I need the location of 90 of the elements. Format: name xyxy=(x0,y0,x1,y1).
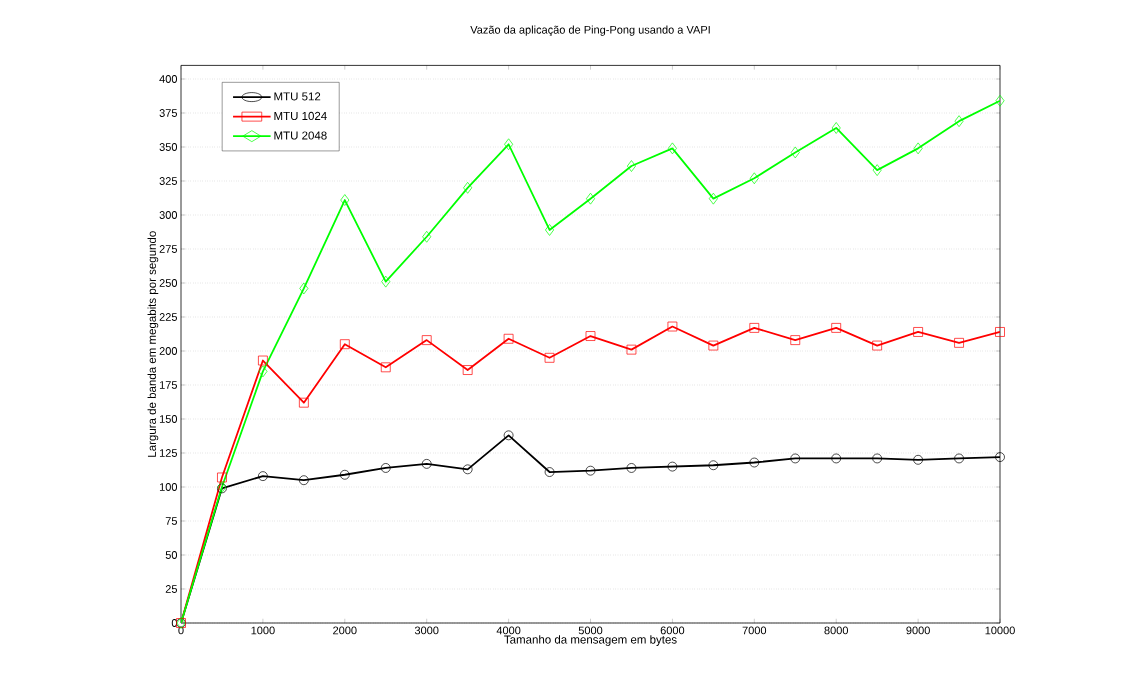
point xyxy=(421,335,432,345)
point xyxy=(462,365,473,375)
point xyxy=(299,475,309,486)
legend-label: MTU 1024 xyxy=(274,111,327,120)
point xyxy=(504,138,514,151)
point xyxy=(831,453,842,464)
point xyxy=(995,452,1005,462)
point xyxy=(790,335,801,345)
point xyxy=(667,142,677,155)
point xyxy=(421,459,432,469)
y-tick-label: 325 xyxy=(159,177,177,185)
x-tick-label: 1000 xyxy=(251,626,275,635)
point xyxy=(954,115,964,128)
point xyxy=(995,94,1005,107)
point xyxy=(831,122,841,134)
point xyxy=(995,327,1005,337)
point xyxy=(749,323,760,333)
y-axis-title: Largura de banda em megabits por segundo xyxy=(147,231,159,457)
point xyxy=(708,340,719,351)
x-tick-label: 5000 xyxy=(578,626,603,635)
point xyxy=(544,352,555,363)
point xyxy=(585,465,596,476)
legend-label: MTU 512 xyxy=(274,92,321,101)
point xyxy=(872,453,883,464)
point xyxy=(667,321,678,332)
point xyxy=(913,327,923,337)
x-tick-label: 9000 xyxy=(906,626,930,635)
point xyxy=(503,333,514,344)
x-tick-label: 10000 xyxy=(985,626,1015,635)
point xyxy=(667,461,678,472)
chart-title: Vazão da aplicação de Ping-Pong usando a VAPI xyxy=(470,25,710,36)
y-tick-label: 25 xyxy=(165,585,177,593)
point xyxy=(463,181,473,194)
point xyxy=(339,469,350,480)
point xyxy=(339,339,350,350)
point xyxy=(380,463,391,473)
y-tick-label: 75 xyxy=(165,517,177,525)
point xyxy=(913,454,923,465)
point xyxy=(299,397,309,408)
x-tick-label: 8000 xyxy=(824,626,848,635)
x-tick-label: 7000 xyxy=(742,626,767,635)
point xyxy=(626,160,636,172)
point xyxy=(872,340,883,351)
point xyxy=(258,355,268,366)
point xyxy=(872,164,882,176)
point xyxy=(503,430,514,441)
point xyxy=(422,230,432,243)
point xyxy=(258,365,268,378)
point xyxy=(708,192,718,205)
y-tick-label: 175 xyxy=(159,381,177,389)
y-tick-label: 250 xyxy=(159,279,178,287)
point xyxy=(749,172,759,185)
point xyxy=(626,463,637,473)
x-axis-title: Tamanho da mensagem em bytes xyxy=(504,635,677,646)
point xyxy=(831,323,842,333)
y-tick-label: 375 xyxy=(159,109,177,117)
point xyxy=(258,471,268,481)
y-tick-label: 100 xyxy=(159,483,178,491)
point xyxy=(340,194,350,206)
x-tick-label: 6000 xyxy=(660,626,685,635)
point xyxy=(217,472,227,483)
point xyxy=(790,146,800,159)
x-tick-label: 2000 xyxy=(333,626,357,635)
x-tick-label: 3000 xyxy=(414,626,439,635)
point xyxy=(544,467,555,477)
y-tick-label: 125 xyxy=(159,449,177,457)
y-tick-label: 350 xyxy=(159,143,178,151)
point xyxy=(380,362,391,373)
x-tick-label: 0 xyxy=(178,626,184,635)
y-tick-label: 400 xyxy=(159,75,178,83)
point xyxy=(708,460,719,471)
y-tick-label: 275 xyxy=(159,245,177,253)
point xyxy=(954,453,964,464)
point xyxy=(790,453,801,464)
y-tick-label: 150 xyxy=(159,415,178,423)
point xyxy=(913,142,923,155)
point xyxy=(545,224,555,236)
y-tick-label: 50 xyxy=(165,551,178,559)
point xyxy=(749,457,760,468)
y-tick-label: 200 xyxy=(159,347,178,355)
point xyxy=(626,344,637,355)
point xyxy=(954,337,964,348)
y-tick-label: 225 xyxy=(159,313,177,321)
x-tick-label: 4000 xyxy=(496,626,521,635)
point xyxy=(299,282,309,295)
y-tick-label: 300 xyxy=(159,211,178,219)
point xyxy=(381,275,391,288)
point xyxy=(462,464,473,475)
legend-label: MTU 2048 xyxy=(274,131,327,140)
point xyxy=(585,331,596,341)
